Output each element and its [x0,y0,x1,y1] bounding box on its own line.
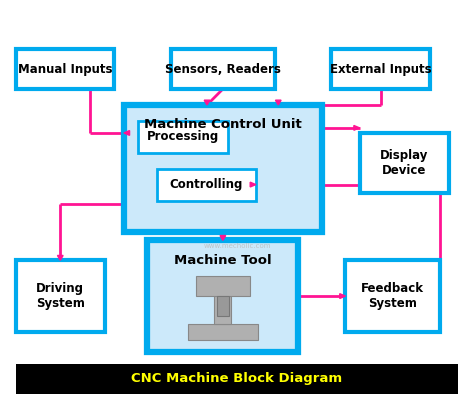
FancyBboxPatch shape [171,49,275,89]
Polygon shape [57,255,63,260]
Text: CNC Machine Block Diagram: CNC Machine Block Diagram [131,372,343,385]
FancyBboxPatch shape [346,260,439,332]
Text: www.mecholic.com: www.mecholic.com [203,243,271,249]
Polygon shape [250,182,256,187]
Polygon shape [275,100,281,105]
FancyBboxPatch shape [157,169,256,200]
Polygon shape [220,235,226,240]
Polygon shape [340,294,346,298]
FancyBboxPatch shape [147,240,298,352]
FancyBboxPatch shape [124,105,322,232]
Polygon shape [354,126,359,130]
Text: Processing: Processing [146,130,219,143]
FancyBboxPatch shape [138,121,228,153]
Text: External Inputs: External Inputs [330,63,431,75]
Text: Sensors, Readers: Sensors, Readers [165,63,281,75]
FancyBboxPatch shape [16,49,115,89]
Text: Feedback
System: Feedback System [361,282,424,310]
FancyBboxPatch shape [214,288,231,324]
Text: Machine Control Unit: Machine Control Unit [144,118,302,132]
Polygon shape [124,131,129,136]
FancyBboxPatch shape [217,296,229,316]
FancyBboxPatch shape [359,133,449,192]
Polygon shape [204,100,210,105]
FancyBboxPatch shape [16,260,105,332]
Text: Display
Device: Display Device [380,149,428,177]
Text: Manual Inputs: Manual Inputs [18,63,112,75]
Text: Driving
System: Driving System [36,282,85,310]
FancyBboxPatch shape [16,364,458,394]
FancyBboxPatch shape [331,49,430,89]
FancyBboxPatch shape [188,324,258,340]
Text: Controlling: Controlling [170,178,243,191]
Text: Machine Tool: Machine Tool [174,254,272,267]
FancyBboxPatch shape [196,276,250,296]
